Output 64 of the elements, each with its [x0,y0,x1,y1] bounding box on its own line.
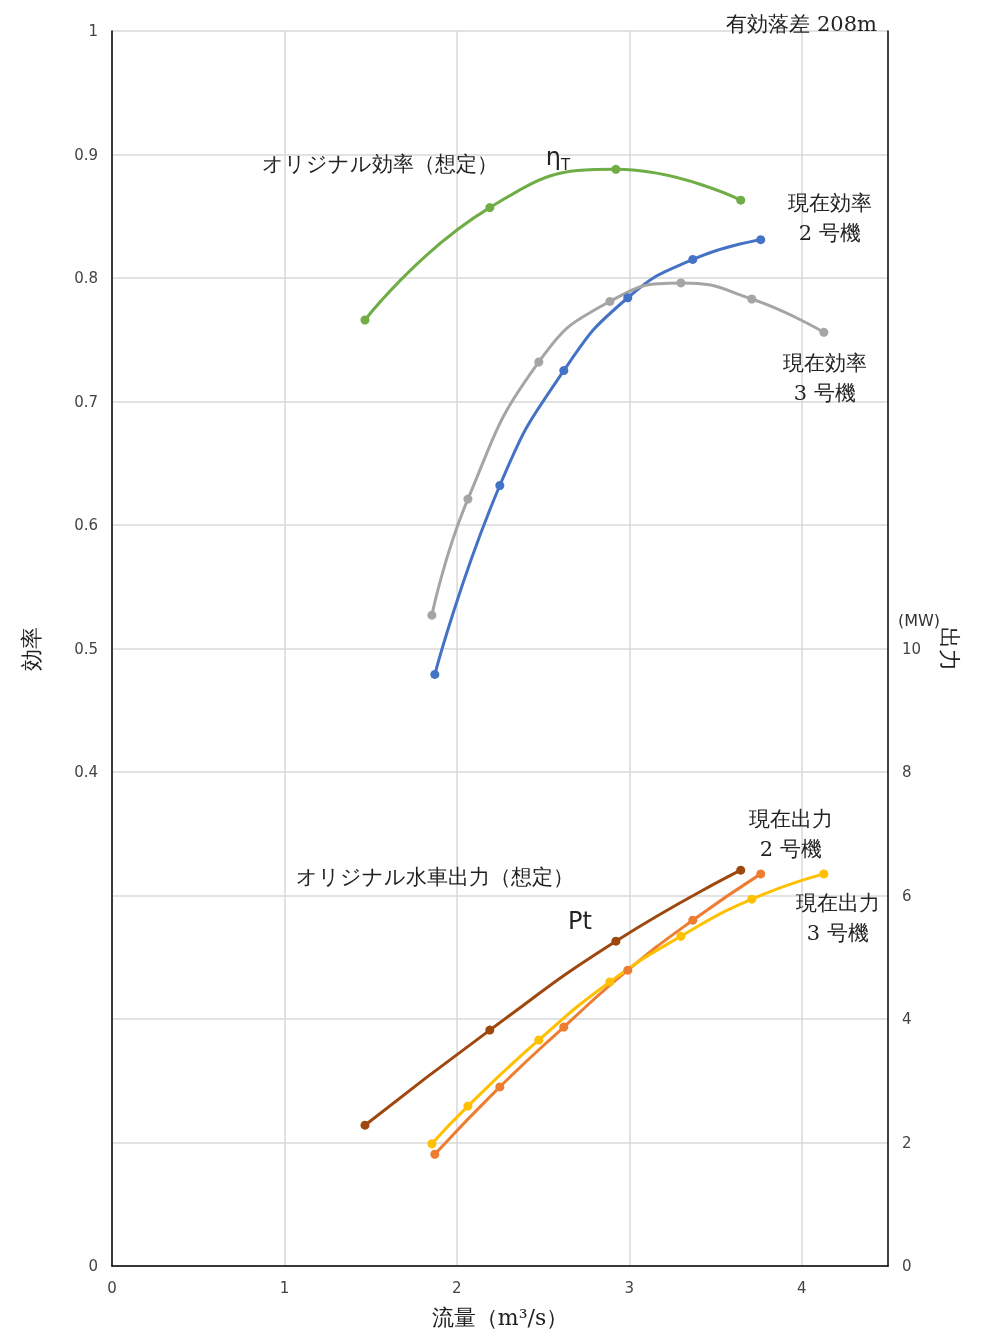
text: オリジナル水車出力（想定） [295,865,574,890]
series-label: 現在出力 2 号機 [748,806,833,861]
point [360,315,370,325]
series-label: 現在効率 3 号機 [782,351,867,406]
y2-tick-label: 6 [902,886,912,905]
point [427,1139,437,1149]
y-tick-label: 0.5 [74,639,98,658]
y-tick-label: 0.4 [74,763,98,781]
y-tick-label: 0.7 [74,392,98,411]
point [605,296,615,306]
x-tick-label: 0 [107,1278,117,1297]
point [485,203,495,213]
point [756,869,766,879]
point [360,1120,370,1130]
point [495,1082,505,1092]
y-tick-label: 0.9 [74,145,98,164]
point [559,1022,569,1032]
point [430,1149,440,1159]
series-label: 現在出力 3 号機 [795,890,880,945]
y-axis-title: 効率 [18,626,44,671]
annotation: Pt [567,907,592,936]
point [485,1025,495,1035]
point [534,357,544,367]
x-tick-label: 2 [452,1278,462,1297]
point [747,894,757,904]
point [736,865,746,875]
point [534,1035,544,1045]
x-tick-label: 1 [279,1278,290,1297]
point [819,869,829,879]
point [463,1101,473,1111]
y-tick-label: 0.8 [74,269,98,287]
point [676,931,686,941]
point [605,977,615,987]
y2-tick-label: 10 [902,639,922,658]
point [688,915,698,925]
point [463,494,473,504]
y-tick-label: 0.6 [74,516,98,534]
text: (MW) [898,611,941,630]
point [688,254,698,264]
y-tick-label: 0 [88,1257,98,1275]
point [747,294,757,304]
y2-tick-label: 2 [902,1133,912,1152]
series-label: 現在効率 2 号機 [787,190,872,245]
y2-tick-label: 0 [902,1257,912,1275]
x-axis-title: 流量（m³/s） [431,1304,569,1330]
point [559,366,569,376]
point [427,610,437,620]
point [430,669,440,679]
y2-tick-label: 8 [902,763,912,781]
x-tick-label: 4 [797,1278,807,1297]
point [623,293,633,303]
point [819,327,829,337]
point [736,195,746,205]
point [676,278,686,288]
y-tick-label: 1 [88,22,98,40]
chart-title: 有効落差 208m [726,11,878,36]
point [495,480,505,490]
point [623,965,633,975]
point [611,936,621,946]
point [756,235,766,245]
series-label: オリジナル効率（想定） [261,151,498,176]
y2-tick-label: 4 [902,1010,912,1028]
point [611,164,621,174]
x-tick-label: 3 [624,1278,635,1297]
